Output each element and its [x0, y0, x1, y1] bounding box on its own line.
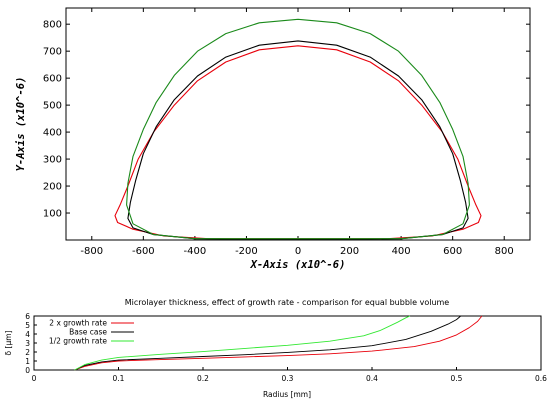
- profile-y-tick-label: 200: [43, 182, 62, 193]
- microlayer-chart: Microlayer thickness, effect of growth r…: [4, 298, 547, 399]
- profile-series-line-0: [114, 45, 482, 240]
- microlayer-x-tick-label: 0.4: [366, 374, 378, 383]
- profile-y-tick-label: 700: [43, 47, 62, 58]
- profile-x-tick-label: 400: [392, 246, 411, 257]
- microlayer-y-tick-label: 2: [25, 348, 30, 357]
- profile-y-tick-label: 600: [43, 74, 62, 85]
- profile-x-tick-label: 0: [295, 246, 301, 257]
- microlayer-x-tick-label: 0.6: [535, 374, 547, 383]
- microlayer-x-axis-title: Radius [mm]: [263, 390, 311, 399]
- microlayer-chart-title: Microlayer thickness, effect of growth r…: [125, 298, 450, 307]
- microlayer-x-tick-label: 0.5: [451, 374, 463, 383]
- profile-series: [114, 18, 482, 240]
- microlayer-legend-label: Base case: [69, 328, 107, 337]
- profile-x-tick-label: -400: [184, 246, 207, 257]
- microlayer-y-tick-label: 1: [25, 357, 30, 366]
- profile-x-axis-title: X-Axis (x10^-6): [250, 259, 346, 271]
- microlayer-y-tick-label: 4: [25, 330, 30, 339]
- microlayer-series-line-1: [74, 315, 461, 371]
- profile-x-tick-label: 600: [443, 246, 462, 257]
- microlayer-x-tick-label: 0.2: [197, 374, 209, 383]
- microlayer-series: [74, 315, 483, 371]
- profile-chart: -800 -600 -400 -200 0 200 400 600 800 100 200 300 4…: [15, 7, 531, 271]
- profile-y-axis-title: Y-Axis (x10^-6): [15, 77, 27, 172]
- microlayer-y-tick-label: 3: [25, 339, 30, 348]
- microlayer-y-tick-label: 0: [25, 366, 30, 375]
- profile-x-ticks: -800 -600 -400 -200 0 200 400 600 800: [80, 8, 514, 257]
- microlayer-x-tick-label: 0: [32, 374, 37, 383]
- microlayer-y-tick-label: 6: [25, 312, 30, 321]
- microlayer-x-tick-label: 0.1: [113, 374, 125, 383]
- profile-x-tick-label: 800: [495, 246, 514, 257]
- microlayer-x-ticks: 0 0.1 0.2 0.3 0.4 0.5 0.6: [32, 367, 547, 383]
- microlayer-x-tick-label: 0.3: [282, 374, 294, 383]
- profile-x-tick-label: 200: [340, 246, 359, 257]
- microlayer-series-line-0: [74, 315, 483, 371]
- microlayer-series-line-2: [74, 315, 411, 371]
- profile-x-tick-label: -200: [235, 246, 258, 257]
- profile-y-tick-label: 300: [43, 155, 62, 166]
- microlayer-y-axis-title: δ [µm]: [4, 330, 13, 355]
- microlayer-y-tick-label: 5: [25, 321, 30, 330]
- profile-y-tick-label: 800: [43, 20, 62, 31]
- profile-x-tick-label: -600: [132, 246, 155, 257]
- microlayer-legend-label: 1/2 growth rate: [49, 337, 108, 346]
- profile-y-tick-label: 400: [43, 128, 62, 139]
- profile-x-tick-label: -800: [80, 246, 103, 257]
- profile-y-tick-label: 100: [43, 209, 62, 220]
- profile-plot-frame: [65, 7, 531, 241]
- microlayer-legend-label: 2 x growth rate: [49, 319, 107, 328]
- profile-y-tick-label: 500: [43, 101, 62, 112]
- profile-series-line-2: [126, 18, 470, 240]
- profile-y-ticks: 100 200 300 400 500 600 700 800: [43, 20, 530, 220]
